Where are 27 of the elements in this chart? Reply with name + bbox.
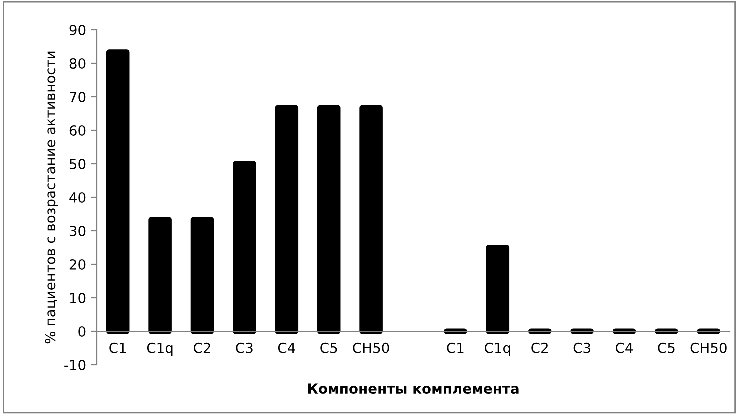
y-tick-label: 10 — [70, 292, 86, 304]
y-tick-label: 20 — [70, 259, 86, 270]
x-tick-label: C4 — [616, 342, 633, 354]
y-tick-label: 80 — [70, 58, 86, 69]
y-tick-label: 40 — [70, 192, 86, 203]
y-tick-label: 60 — [70, 125, 86, 136]
x-tick-label: C3 — [236, 342, 253, 354]
x-tick-label: C5 — [658, 342, 675, 354]
x-tick-label: CH50 — [690, 342, 727, 354]
x-tick-label: CH50 — [353, 342, 390, 354]
y-tick-label: -10 — [64, 360, 86, 370]
y-tick-label: 90 — [70, 24, 86, 36]
y-tick-label: 0 — [78, 326, 86, 337]
x-tick-label: C2 — [532, 342, 548, 354]
x-tick-label: C4 — [278, 342, 296, 354]
y-axis-title: % пациентов с возрастание активности — [45, 52, 58, 344]
x-tick-label: C1 — [110, 342, 126, 354]
x-tick-label: C5 — [320, 342, 338, 354]
x-tick-label: C3 — [574, 342, 590, 354]
x-axis-title: Компоненты комплемента — [308, 384, 519, 394]
x-tick-label: C1q — [147, 342, 173, 356]
x-tick-label: C2 — [194, 342, 210, 354]
x-tick-label: C1q — [485, 342, 510, 356]
x-tick-label: C1 — [447, 342, 464, 354]
y-tick-label: 30 — [70, 226, 86, 236]
y-tick-label: 50 — [70, 158, 86, 170]
y-tick-label: 70 — [70, 92, 86, 102]
